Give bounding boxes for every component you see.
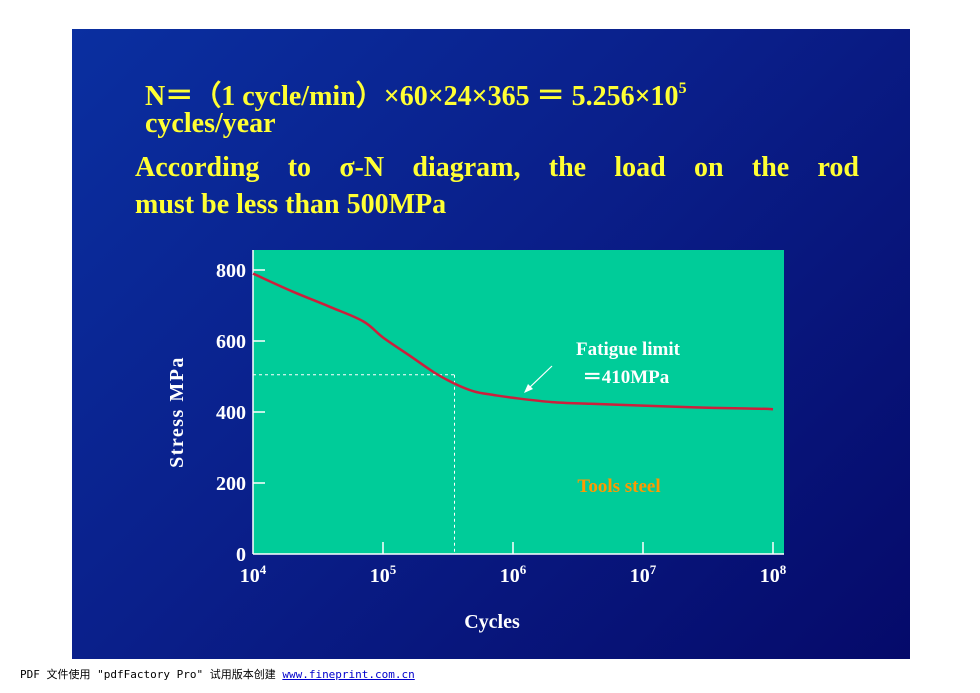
- y-axis-title: Stress MPa: [166, 356, 188, 468]
- y-tick-label: 800: [216, 260, 246, 282]
- statement-line-1: According to σ-N diagram, the load on th…: [135, 152, 859, 183]
- x-tick-labels: 104 105 106 107 108: [240, 562, 787, 587]
- material-label: Tools steel: [577, 476, 660, 497]
- y-tick-labels: 0 200 400 600 800: [216, 260, 246, 566]
- x-tick-label: 105: [370, 562, 397, 587]
- x-tick-label: 104: [240, 562, 267, 587]
- plot-area: [253, 250, 784, 554]
- equation-line: N＝（1 cycle/min）×60×24×365 ＝ 5.256×105: [145, 74, 687, 114]
- x-tick-label: 108: [760, 562, 787, 587]
- x-tick-exponent: 5: [390, 562, 397, 577]
- x-tick-exponent: 4: [260, 562, 267, 577]
- axis-ticks: [253, 269, 774, 554]
- statement-line-2: must be less than 500MPa: [135, 189, 447, 220]
- x-tick-exponent: 8: [780, 562, 787, 577]
- y-tick-label: 600: [216, 331, 246, 353]
- equation-exponent: 5: [678, 80, 687, 97]
- sn-curve-line: [252, 272, 774, 411]
- x-tick-label: 106: [500, 562, 527, 587]
- equation-text: N＝（1 cycle/min）×60×24×365 ＝ 5.256×10: [145, 81, 679, 112]
- annotation-arrow-head: [524, 384, 533, 393]
- fatigue-limit-label: Fatigue limit: [576, 339, 681, 360]
- y-tick-label: 0: [236, 544, 246, 566]
- fatigue-limit-value: ＝410MPa: [583, 367, 670, 388]
- y-tick-label: 400: [216, 402, 246, 424]
- y-tick-label: 200: [216, 473, 246, 495]
- x-tick-exponent: 7: [650, 562, 657, 577]
- equation-unit: cycles/year: [145, 108, 276, 139]
- footer-link[interactable]: www.fineprint.com.cn: [282, 668, 415, 681]
- x-axis-title: Cycles: [464, 611, 520, 633]
- pdf-footer: PDF 文件使用 "pdfFactory Pro" 试用版本创建 www.fin…: [20, 666, 415, 682]
- x-tick-label: 107: [630, 562, 657, 587]
- x-tick-exponent: 6: [520, 562, 527, 577]
- footer-text: PDF 文件使用 "pdfFactory Pro" 试用版本创建: [20, 668, 283, 681]
- annotation-arrow-shaft: [527, 365, 553, 390]
